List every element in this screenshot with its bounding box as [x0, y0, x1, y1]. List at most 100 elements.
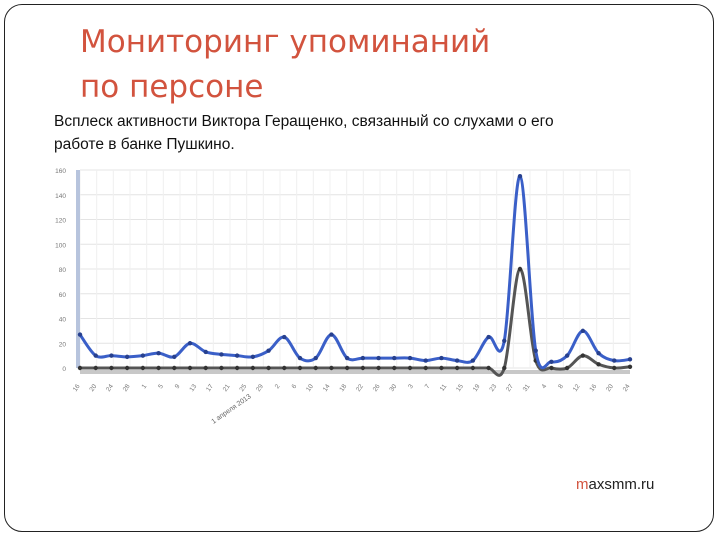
- data-point: [502, 365, 507, 371]
- data-point: [376, 355, 381, 361]
- x-tick-label: 15: [455, 383, 465, 393]
- data-point: [392, 355, 397, 361]
- data-point: [266, 365, 271, 371]
- data-point: [124, 354, 130, 360]
- data-point: [486, 365, 491, 371]
- data-point: [250, 365, 256, 371]
- data-point: [360, 355, 366, 361]
- data-point: [627, 364, 633, 369]
- data-point: [502, 338, 507, 343]
- slide-title-line-1: Мониторинг упоминаний: [80, 24, 491, 60]
- data-point: [470, 358, 476, 363]
- x-tick-label: 24: [622, 383, 632, 393]
- data-point: [140, 365, 146, 371]
- x-tick-label: 7: [424, 383, 432, 390]
- y-tick-label: 120: [55, 218, 66, 225]
- maxsmm-link-rest: axsmm.ru: [588, 476, 655, 493]
- data-point: [486, 334, 491, 340]
- data-point: [627, 357, 633, 362]
- data-point: [596, 362, 601, 367]
- x-tick-label: 4: [540, 383, 548, 390]
- data-point: [93, 365, 98, 371]
- x-tick-label: 1: [140, 383, 148, 390]
- x-tick-label: 18: [338, 383, 348, 393]
- data-point: [423, 358, 428, 363]
- y-tick-label: 20: [59, 341, 67, 348]
- data-point: [203, 365, 208, 371]
- data-point: [470, 365, 476, 371]
- data-point: [282, 334, 287, 340]
- data-point: [187, 365, 193, 371]
- data-point: [203, 349, 208, 355]
- data-point: [77, 332, 83, 337]
- data-point: [612, 358, 617, 363]
- x-tick-label: 20: [88, 383, 98, 393]
- x-tick-label: 28: [122, 383, 132, 393]
- data-point: [454, 365, 460, 371]
- slide-title-line-2: по персоне: [80, 69, 264, 105]
- data-point: [549, 359, 554, 365]
- x-tick-label: 19: [472, 383, 482, 393]
- data-point: [329, 365, 334, 371]
- data-point: [77, 365, 83, 371]
- y-tick-label: 40: [59, 317, 67, 324]
- maxsmm-link[interactable]: maxsmm.ru: [576, 476, 654, 493]
- data-point: [596, 350, 601, 356]
- data-point: [439, 365, 444, 371]
- data-point: [124, 365, 130, 371]
- data-point: [517, 266, 523, 272]
- x-tick-label: 30: [388, 383, 398, 393]
- x-tick-label: 29: [255, 383, 265, 393]
- y-tick-label: 60: [59, 292, 67, 299]
- data-point: [580, 328, 586, 334]
- x-date-annotation: 1 апреля 2013: [210, 393, 252, 425]
- x-tick-label: 16: [72, 383, 82, 393]
- data-point: [172, 365, 177, 371]
- x-tick-label: 23: [488, 383, 498, 393]
- data-point: [234, 353, 240, 358]
- x-tick-label: 17: [205, 383, 215, 393]
- maxsmm-link-accent: m: [576, 476, 589, 493]
- data-point: [313, 355, 318, 361]
- data-point: [219, 352, 224, 357]
- y-axis-bar: [76, 170, 80, 368]
- data-point: [344, 365, 350, 371]
- x-tick-label: 9: [174, 383, 182, 390]
- x-tick-label: 25: [238, 383, 248, 393]
- x-tick-label: 26: [372, 383, 382, 393]
- data-point: [187, 341, 193, 346]
- data-point: [454, 358, 460, 363]
- data-point: [93, 353, 98, 358]
- data-point: [172, 354, 177, 360]
- data-point: [344, 355, 350, 361]
- y-tick-label: 0: [62, 366, 66, 373]
- x-tick-label: 5: [157, 383, 165, 390]
- x-tick-label: 16: [588, 383, 598, 393]
- y-tick-label: 160: [55, 168, 66, 175]
- data-point: [140, 353, 146, 358]
- data-point: [612, 365, 617, 371]
- data-point: [329, 332, 334, 337]
- data-point: [533, 348, 538, 353]
- data-point: [234, 365, 240, 371]
- data-point: [156, 365, 161, 371]
- y-tick-label: 100: [55, 242, 66, 249]
- x-tick-label: 20: [605, 383, 615, 393]
- data-point: [297, 365, 303, 371]
- data-point: [564, 365, 570, 371]
- x-tick-label: 27: [505, 383, 515, 393]
- x-tick-label: 3: [407, 383, 415, 390]
- data-point: [266, 348, 271, 353]
- data-point: [376, 365, 381, 371]
- x-tick-label: 6: [290, 383, 298, 390]
- data-point: [423, 365, 428, 371]
- data-point: [439, 355, 444, 361]
- x-tick-label: 8: [557, 383, 565, 390]
- chart-caption: Всплеск активности Виктора Геращенко, св…: [54, 110, 674, 156]
- series-line-blue: [78, 174, 632, 370]
- data-point: [313, 365, 318, 371]
- data-point: [156, 350, 161, 356]
- data-point: [219, 365, 224, 371]
- data-point: [517, 173, 523, 179]
